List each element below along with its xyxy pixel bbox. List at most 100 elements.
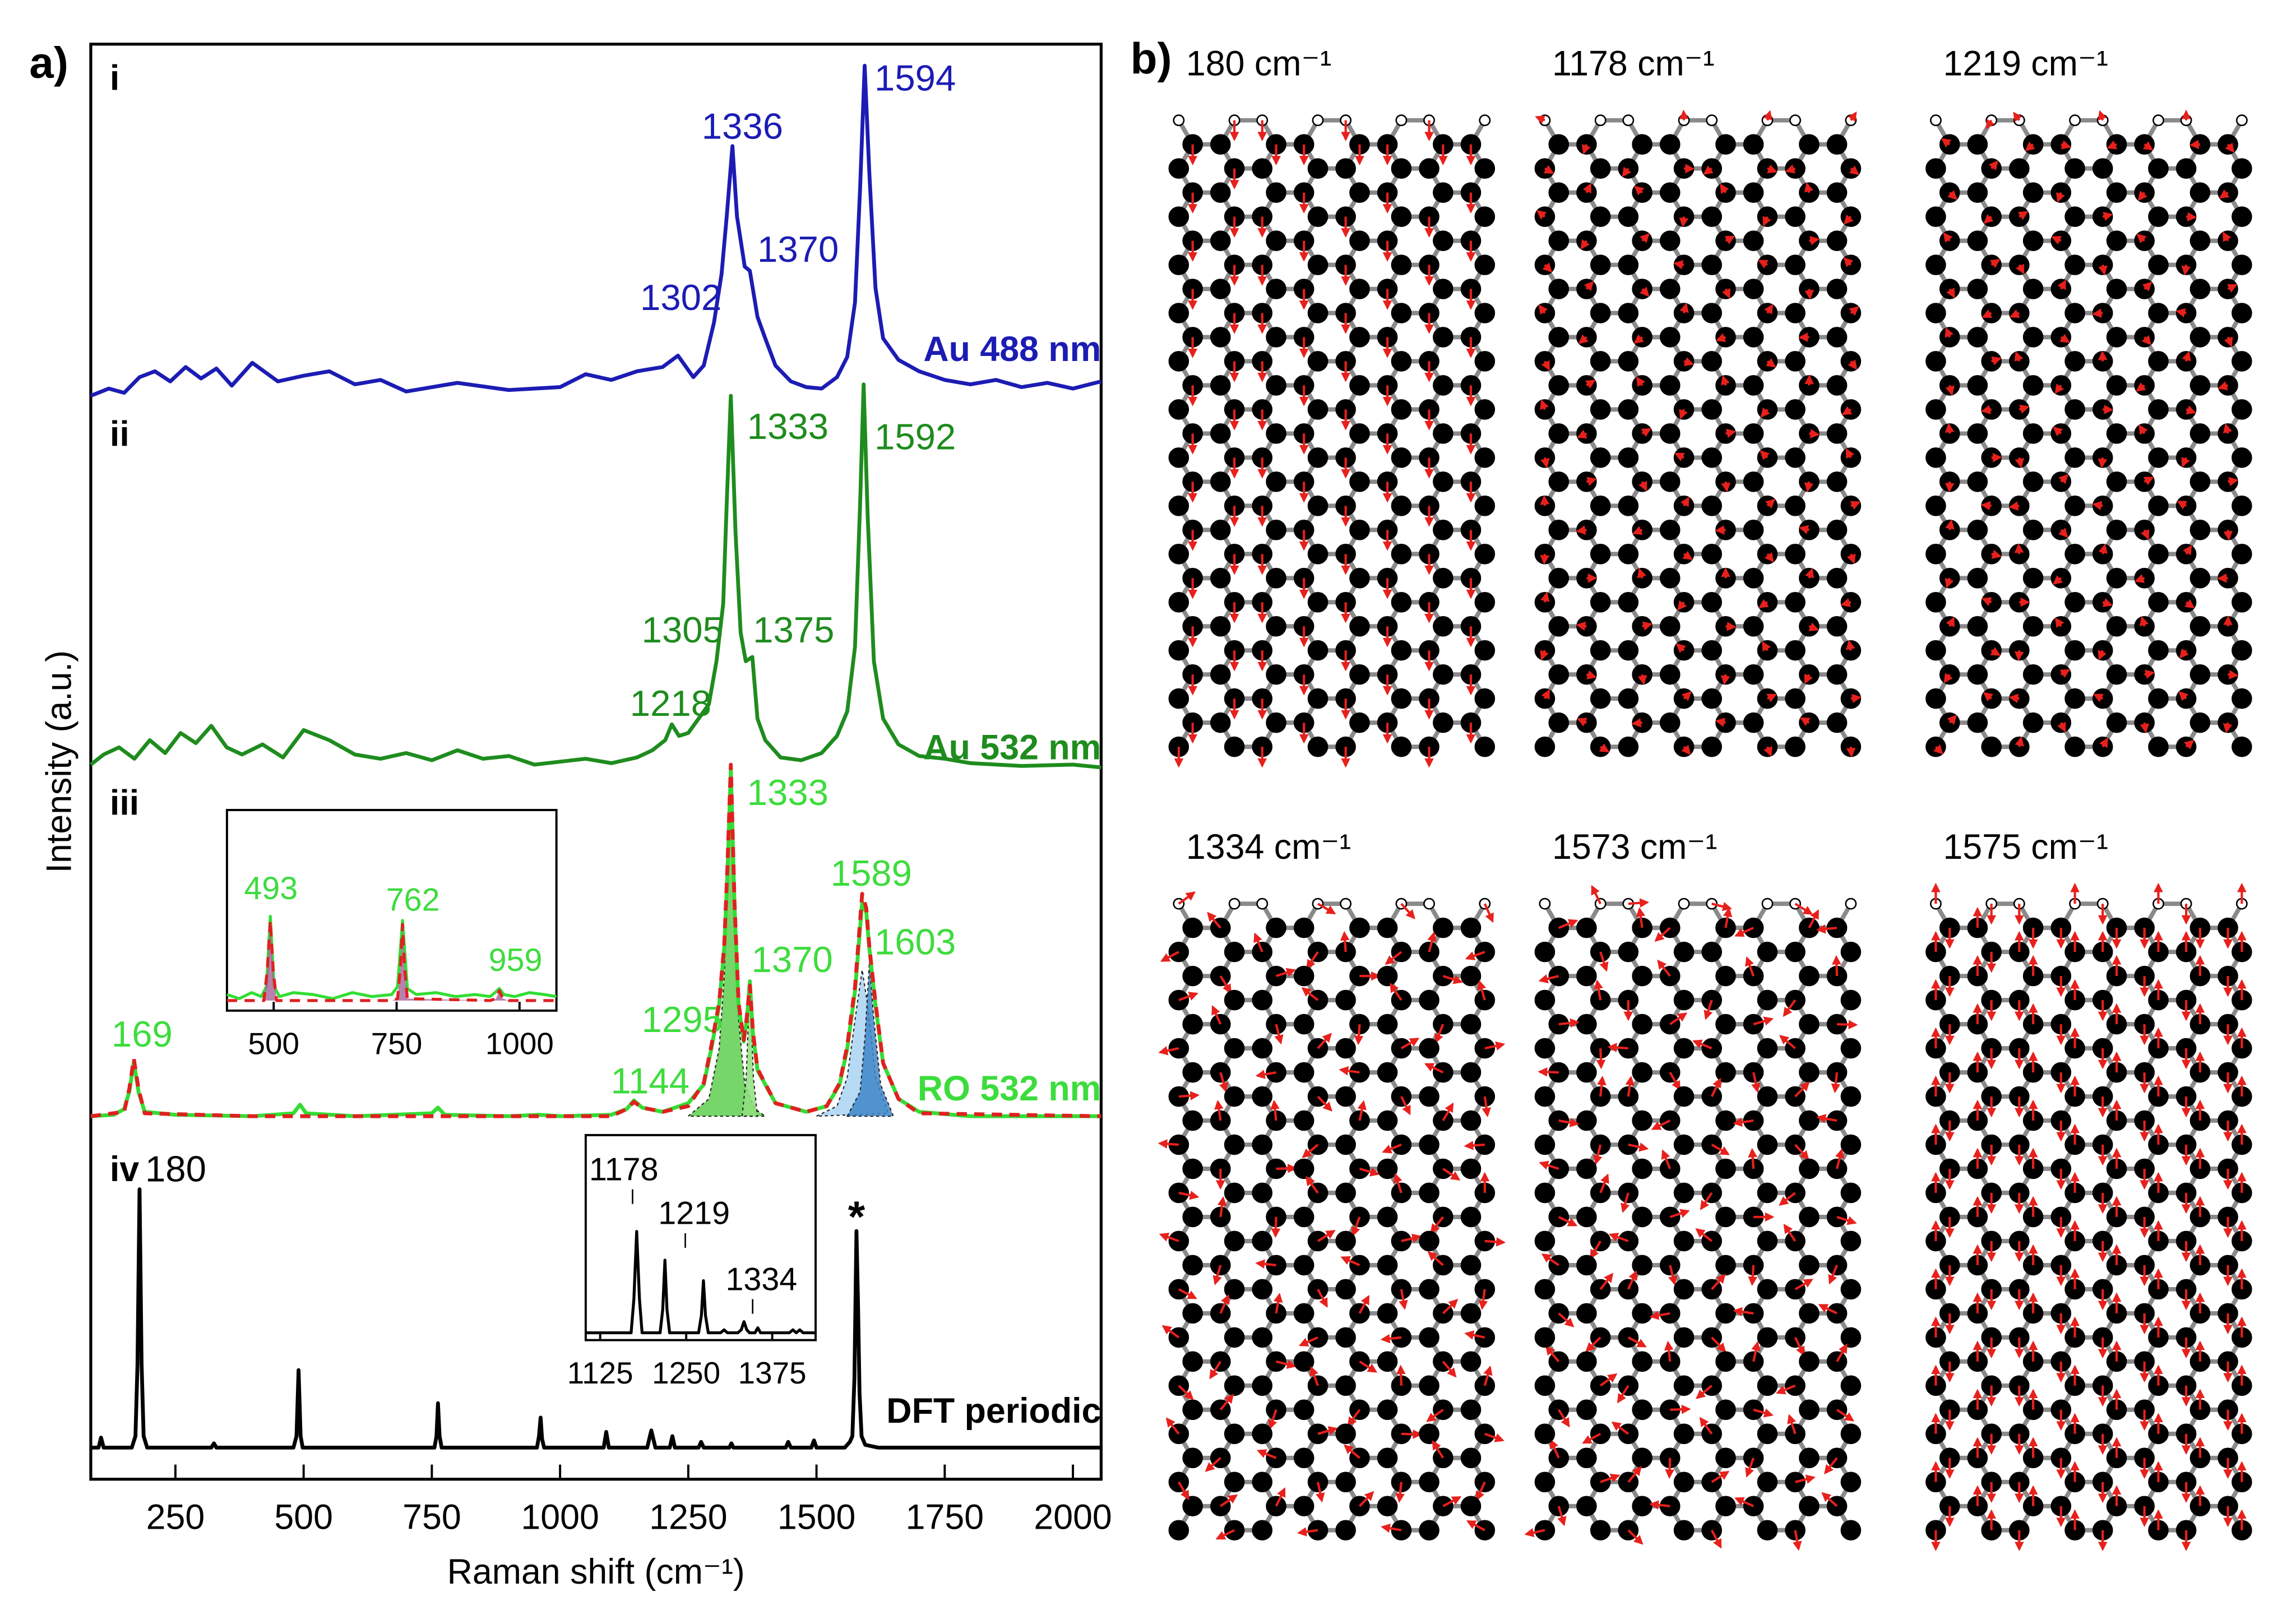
displacement-arrow	[1393, 1173, 1402, 1193]
atom	[1224, 1279, 1245, 1300]
displacement-arrow	[1540, 399, 1549, 410]
peak-label: 1589	[831, 853, 912, 894]
displacement-arrow	[1711, 1144, 1730, 1155]
atom	[1419, 1182, 1439, 1204]
atom	[1377, 965, 1398, 987]
mode-label: 1219 cm⁻¹	[1943, 44, 2108, 84]
displacement-arrow	[1594, 979, 1603, 1001]
atom	[2064, 206, 2085, 227]
displacement-arrow	[1711, 1274, 1726, 1290]
atom	[1252, 989, 1273, 1011]
atom	[1433, 423, 1453, 444]
atom	[2134, 182, 2155, 203]
atom	[1715, 1206, 1736, 1228]
displacement-arrow	[1268, 1409, 1277, 1430]
displacement-arrow	[1585, 380, 1596, 389]
x-tick-label: 1000	[521, 1497, 599, 1537]
atom	[1799, 616, 1820, 637]
atom	[1433, 279, 1453, 299]
atom	[1293, 1255, 1314, 1276]
atom	[1335, 1038, 1356, 1059]
atom	[1210, 134, 1231, 155]
atom	[1632, 1062, 1652, 1083]
displacement-arrow	[1679, 216, 1689, 228]
displacement-arrow	[2228, 476, 2239, 487]
atom	[1168, 1182, 1189, 1204]
displacement-arrow	[2052, 575, 2063, 585]
displacement-arrow	[1682, 550, 1693, 560]
x-tick-label: 750	[402, 1497, 461, 1537]
atom	[1743, 1399, 1764, 1420]
atom	[1743, 520, 1764, 540]
displacement-arrow	[1622, 166, 1632, 177]
displacement-arrow	[1381, 1523, 1402, 1533]
displacement-arrow	[1158, 1139, 1179, 1149]
atom	[1474, 1375, 1496, 1396]
displacement-arrow	[1677, 600, 1687, 611]
atom	[1349, 664, 1370, 685]
atom	[2009, 158, 2030, 179]
displacement-arrow	[1843, 257, 1854, 267]
atom	[1210, 471, 1231, 492]
displacement-arrow	[1748, 1265, 1758, 1287]
atom	[1701, 255, 1722, 275]
atom	[1534, 351, 1556, 372]
x-tick-label: 1250	[649, 1497, 727, 1537]
displacement-arrow	[1720, 183, 1729, 195]
atom	[1474, 1279, 1496, 1300]
displacement-arrow	[1798, 525, 1809, 534]
displacement-arrow	[2059, 334, 2070, 343]
displacement-arrow	[1161, 1325, 1180, 1339]
displacement-arrow	[1844, 214, 1854, 225]
atom	[1576, 1399, 1597, 1420]
displacement-arrow	[1442, 1496, 1462, 1507]
displacement-arrow	[1212, 1265, 1222, 1285]
atom	[1474, 206, 1496, 227]
x-tick-label: 500	[274, 1497, 333, 1537]
atom	[1701, 496, 1722, 516]
atom	[1590, 1375, 1611, 1396]
atom	[1715, 327, 1736, 348]
atom	[1632, 965, 1652, 987]
displacement-arrow	[2017, 211, 2029, 220]
displacement-arrow	[1540, 591, 1550, 603]
displacement-arrow	[1711, 1470, 1730, 1483]
displacement-arrow	[1720, 375, 1730, 386]
displacement-arrow	[1654, 927, 1671, 942]
atom	[1632, 1206, 1652, 1228]
displacement-arrow	[1273, 1293, 1283, 1314]
x-tick-label: 1750	[906, 1497, 984, 1537]
mode-diagram: 1575 cm⁻¹	[1925, 827, 2252, 1552]
atom	[1548, 134, 1570, 155]
atom	[1433, 1062, 1453, 1083]
atom	[1391, 399, 1412, 420]
atom	[1307, 1520, 1328, 1541]
atom	[1757, 351, 1778, 372]
atom	[1182, 1399, 1203, 1420]
displacement-arrow	[1734, 1497, 1755, 1507]
displacement-arrow	[1762, 216, 1771, 226]
displacement-arrow	[1557, 1506, 1567, 1526]
atom	[1743, 182, 1764, 203]
atom	[2232, 640, 2252, 661]
atom	[1312, 114, 1324, 127]
peak-label: 1333	[747, 406, 828, 447]
atom	[1266, 664, 1286, 685]
mode-diagram: 1219 cm⁻¹	[1925, 44, 2252, 757]
displacement-arrow	[1274, 1024, 1284, 1045]
atom	[2022, 568, 2044, 589]
y-axis-label: Intensity (a.u.)	[39, 650, 78, 873]
atom	[1460, 1496, 1482, 1517]
displacement-arrow	[1991, 549, 2002, 559]
displacement-arrow	[1710, 1529, 1722, 1549]
atom	[1391, 447, 1412, 468]
atom	[1182, 1351, 1203, 1372]
atom	[1474, 1520, 1496, 1541]
atom	[1266, 230, 1286, 251]
atom	[1210, 712, 1231, 733]
atom	[1967, 520, 1988, 540]
displacement-arrow	[1576, 718, 1587, 727]
atom	[1168, 591, 1189, 613]
atom	[1548, 182, 1570, 203]
atom	[1474, 736, 1496, 757]
